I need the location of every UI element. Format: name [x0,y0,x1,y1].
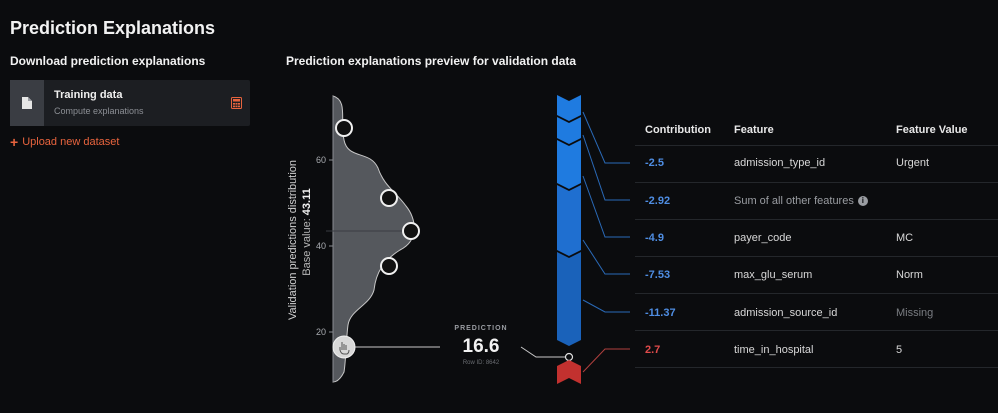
distribution-point[interactable] [402,222,420,240]
training-data-card[interactable]: Training data Compute explanations [10,80,250,126]
feature-value-header[interactable]: Feature Value [896,124,968,136]
feature-value-cell: Norm [896,269,923,281]
feature-cell: payer_code [734,232,792,244]
distribution-shape [332,95,415,383]
base-value-prefix: Base value: [301,215,313,276]
feature-value-cell: Urgent [896,157,930,169]
base-value-number: 43.11 [301,188,313,215]
contribution-cell: -4.9 [645,232,664,244]
row-divider [635,219,998,220]
prediction-value: 16.6 [462,336,500,357]
upload-label: Upload new dataset [22,136,120,148]
prediction-connector [520,346,566,358]
feature-header[interactable]: Feature [734,124,774,136]
row-divider [635,293,998,294]
feature-cell: admission_source_id [734,307,838,319]
base-value-label: Base value: 43.11 [301,188,313,275]
prediction-label: PREDICTION [454,325,508,332]
prediction-endpoint [564,352,574,362]
row-divider [635,256,998,257]
card-subtitle: Compute explanations [54,106,144,116]
distribution-axis-title: Validation predictions distribution [287,160,299,320]
distribution-point[interactable] [380,189,398,207]
leader-line-positive [582,348,630,373]
feature-value-cell: Missing [896,307,934,319]
row-divider [635,367,998,368]
waterfall-segment-payer-code[interactable] [557,140,581,189]
tick-label: 40 [316,241,326,251]
page-title: Prediction Explanations [10,18,216,38]
explanation-visualization: 60 40 20 Validation predictions distribu… [287,95,630,384]
contribution-cell: -2.92 [645,195,671,207]
feature-cell: time_in_hospital [734,344,814,356]
tick-label: 20 [316,327,326,337]
plus-icon: + [10,133,19,150]
feature-cell-text: Sum of all other features [734,195,854,207]
row-divider [635,330,998,331]
calculator-icon[interactable] [222,80,250,126]
contribution-waterfall [557,95,581,384]
preview-heading: Prediction explanations preview for vali… [286,54,577,68]
waterfall-segment-other-features[interactable] [557,117,581,144]
contribution-cell: -7.53 [645,269,671,281]
contribution-header[interactable]: Contribution [645,124,711,136]
waterfall-segment-admission-source-id[interactable] [557,252,581,346]
leader-lines [582,111,630,313]
prediction-row-id: Row ID: 8642 [462,360,500,366]
distribution-point[interactable] [335,119,353,137]
upload-new-dataset-link[interactable]: + Upload new dataset [10,133,120,150]
feature-cell: Sum of all other features i [734,195,868,207]
hand-cursor-icon [339,342,350,355]
card-title: Training data [54,89,123,101]
feature-cell: max_glu_serum [734,269,813,281]
distribution-point[interactable] [380,257,398,275]
feature-value-cell: 5 [896,344,903,356]
feature-value-cell: MC [896,232,914,244]
contribution-cell: 2.7 [645,344,661,356]
contribution-cell: -11.37 [645,307,676,319]
row-divider [635,182,998,183]
waterfall-segment-time-in-hospital[interactable] [557,360,581,384]
info-icon[interactable]: i [857,196,868,206]
file-icon [10,80,44,126]
contribution-cell: -2.5 [645,157,664,169]
waterfall-segment-admission-type-id[interactable] [557,95,581,121]
waterfall-segment-max-glu-serum[interactable] [557,185,581,256]
distribution-ticks: 60 40 20 [316,155,333,337]
tick-label: 60 [316,155,326,165]
feature-cell: admission_type_id [734,157,826,169]
row-divider [635,145,998,146]
download-heading: Download prediction explanations [10,54,206,68]
